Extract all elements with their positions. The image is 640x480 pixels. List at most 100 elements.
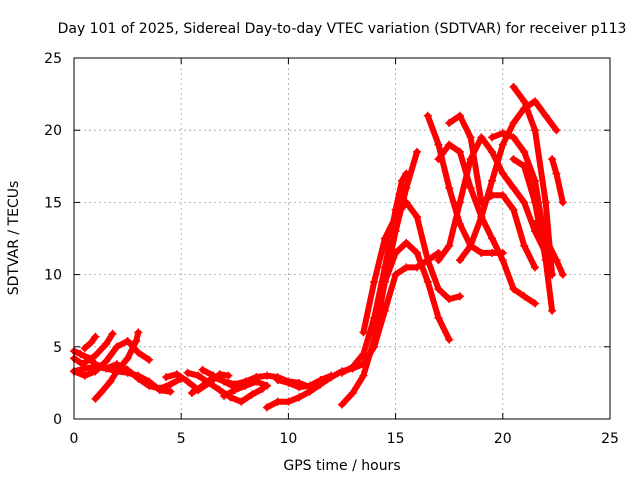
data-point [391,212,400,221]
data-point [112,367,121,376]
plot-frame [73,57,611,420]
data-point [445,140,454,149]
data-point [194,371,203,380]
data-point [498,129,507,138]
data-point [380,234,389,243]
data-point [413,248,422,257]
data-point [445,118,454,127]
data-point [230,386,239,395]
data-point [509,133,518,142]
series-line [435,141,538,307]
data-point [370,321,379,330]
data-point [552,126,561,135]
data-point [466,241,475,250]
x-axis-label: GPS time / hours [283,458,400,474]
data-point [509,155,518,164]
data-point [541,234,550,243]
data-point [155,386,164,395]
data-point [488,133,497,142]
data-point [402,263,411,272]
x-tick-label: 25 [601,431,619,447]
data-point [530,220,539,229]
data-point [455,256,464,265]
x-tick-label: 20 [494,431,512,447]
data-point [541,198,550,207]
data-point [112,342,121,351]
data-point [509,82,518,91]
data-point [434,140,443,149]
data-point [172,370,181,379]
data-point [183,377,192,386]
axis-ticks: 0 5 10 15 20 25 0 5 10 15 20 25 [44,51,619,447]
data-point [455,198,464,207]
data-point [509,118,518,127]
data-point [348,389,357,398]
data-point [241,381,250,390]
series-sat-b [70,337,154,380]
series-sat-e [80,332,100,353]
data-point [402,198,411,207]
data-point [466,133,475,142]
data-point [434,155,443,164]
data-point [509,285,518,294]
data-point [338,368,346,377]
y-tick-label: 5 [53,340,62,356]
data-point [91,394,100,403]
data-point [423,111,432,120]
data-point [102,357,111,366]
data-point [541,111,550,120]
data-point [558,270,567,279]
data-point [224,371,233,380]
data-point [338,400,346,409]
data-point [498,169,507,178]
data-point [108,329,117,338]
data-point [262,403,271,412]
series-sat-k [220,377,271,400]
data-point [530,97,539,106]
data-point [530,198,539,207]
series-sat-y [509,155,557,315]
data-point [498,256,507,265]
data-point [380,277,389,286]
series-line [371,239,453,343]
data-point [237,397,246,406]
data-point [359,328,368,337]
data-point [80,344,89,353]
data-point [477,248,486,257]
data-point [262,371,271,380]
data-point [102,339,111,348]
data-point [541,256,550,265]
data-point [548,155,557,164]
data-point [220,391,229,400]
data-point [215,386,224,395]
data-point [455,111,464,120]
data-point [488,234,497,243]
data-point [520,198,529,207]
data-point [134,371,143,380]
data-point [398,176,407,185]
series-line [360,199,463,336]
data-point [91,351,100,360]
data-point [106,377,115,386]
y-tick-label: 15 [44,195,62,211]
data-point [488,147,497,156]
data-point [252,377,261,386]
y-axis-label: SDTVAR / TECUs [6,181,22,296]
data-point [445,335,454,344]
data-point [145,355,154,364]
data-point [530,176,539,185]
x-tick-label: 10 [279,431,297,447]
data-point [530,126,539,135]
series-sat-x [509,82,557,279]
data-point [273,376,282,385]
x-tick-label: 5 [177,431,186,447]
data-point [132,337,141,346]
data-point [423,256,432,265]
data-point [477,212,486,221]
data-point [87,338,96,347]
data-point [102,364,111,373]
data-point [91,332,100,341]
data-point [76,350,85,359]
data-point [91,363,100,372]
